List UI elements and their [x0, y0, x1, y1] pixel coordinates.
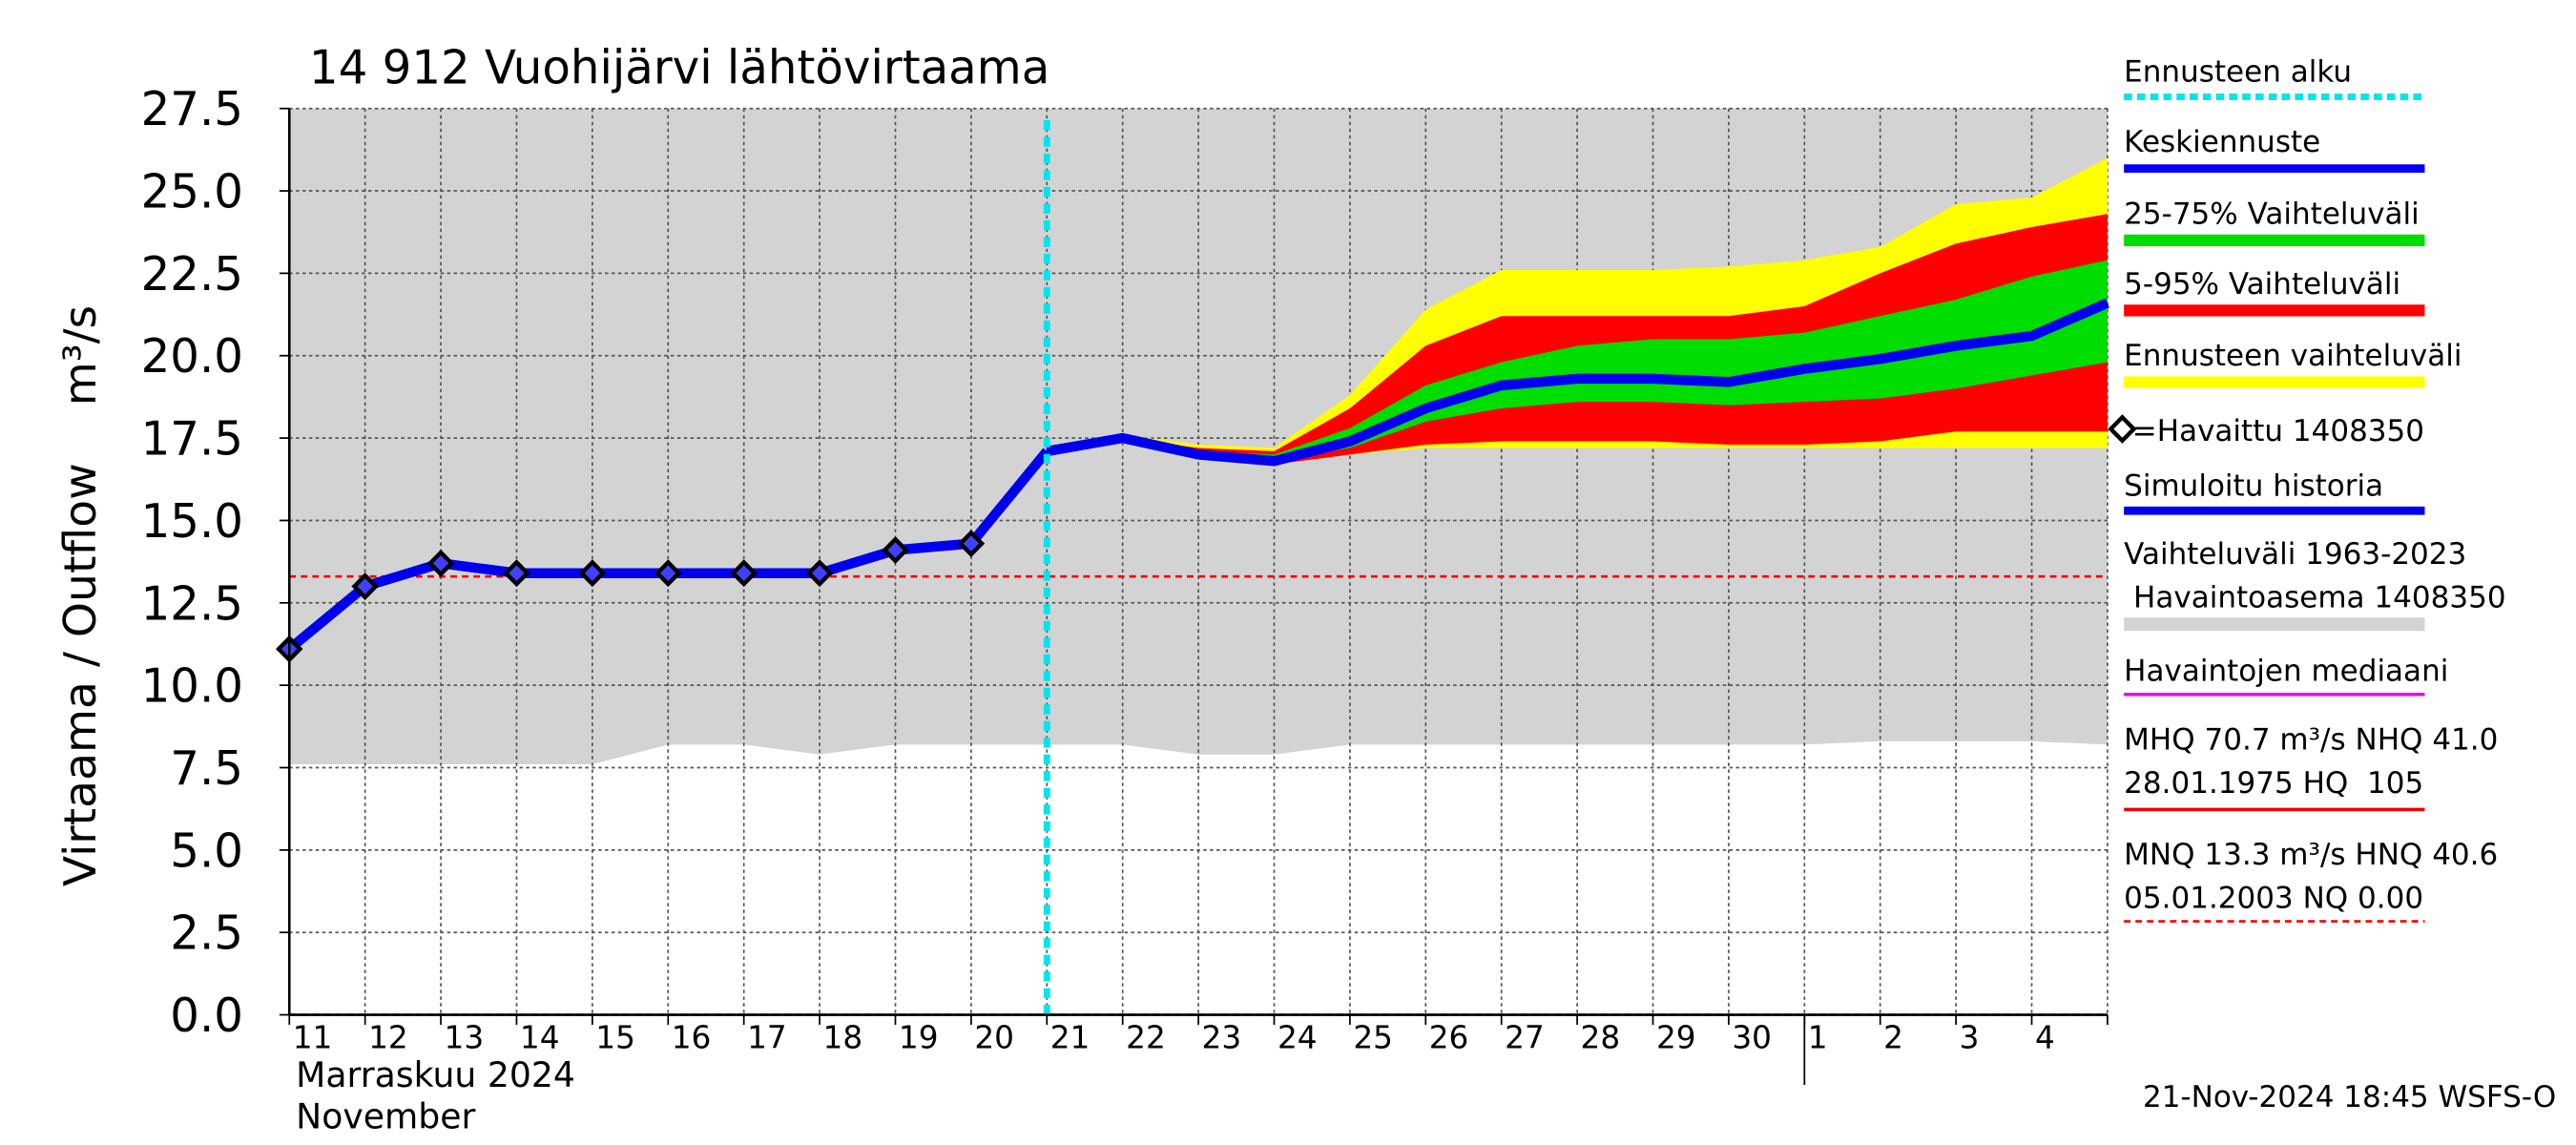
y-tick-label: 12.5 [141, 577, 243, 631]
x-tick-label: 14 [520, 1018, 560, 1055]
y-tick-label: 15.0 [141, 495, 243, 549]
observed-marker [730, 559, 758, 588]
x-tick-label: 23 [1202, 1018, 1242, 1055]
x-tick-label: 11 [293, 1018, 333, 1055]
x-tick-label: 21 [1050, 1018, 1091, 1055]
y-tick-label: 27.5 [141, 83, 243, 136]
x-tick-label: 3 [1960, 1018, 1980, 1055]
y-tick-label: 2.5 [170, 906, 243, 960]
x-tick-label: 25 [1353, 1018, 1393, 1055]
legend-label: 25-75% Vaihteluväli [2124, 197, 2420, 231]
x-tick-label: 13 [445, 1018, 485, 1055]
legend-label: Vaihteluväli 1963-2023 [2124, 537, 2466, 572]
x-tick-label: 30 [1732, 1018, 1772, 1055]
observed-marker [503, 559, 530, 588]
x-tick-label: 27 [1505, 1018, 1545, 1055]
line [1046, 298, 2109, 467]
observed-marker [805, 559, 834, 588]
x-tick-label: 15 [595, 1018, 635, 1055]
x-tick-label: 1 [1808, 1018, 1828, 1055]
x-tick-label: 20 [974, 1018, 1014, 1055]
legend-label: Ennusteen vaihteluväli [2124, 339, 2462, 373]
y-tick-label: 22.5 [141, 248, 243, 302]
legend-label: Havaintojen mediaani [2124, 654, 2448, 688]
x-tick-label: 29 [1656, 1018, 1696, 1055]
x-tick-label: 12 [368, 1018, 408, 1055]
legend-label: Simuloitu historia [2124, 468, 2383, 503]
x-tick-label: 2 [1883, 1018, 1903, 1055]
legend-label: 28.01.1975 HQ 105 [2124, 766, 2423, 801]
x-tick-label: 24 [1278, 1018, 1318, 1055]
legend-label: Havaintoasema 1408350 [2124, 581, 2505, 615]
y-tick-label: 10.0 [141, 659, 243, 713]
observed-marker [654, 559, 682, 588]
observed-marker [957, 530, 986, 558]
y-tick-label: 5.0 [170, 824, 243, 878]
observed-marker [578, 559, 607, 588]
y-tick-label: 17.5 [141, 412, 243, 466]
x-axis-label: November [296, 1095, 475, 1136]
footer: 21-Nov-2024 18:45 WSFS-O [2143, 1080, 2556, 1114]
chart-title: 14 912 Vuohijärvi lähtövirtaama [309, 41, 1049, 94]
legend-label: 05.01.2003 NQ 0.00 [2124, 881, 2423, 915]
observed-marker [351, 572, 379, 600]
x-tick-label: 28 [1581, 1018, 1621, 1055]
legend-label: =Havaittu 1408350 [2132, 414, 2424, 448]
x-tick-label: 26 [1429, 1018, 1469, 1055]
x-tick-label: 16 [672, 1018, 712, 1055]
legend-marker [2108, 414, 2137, 444]
x-tick-label: 19 [899, 1018, 939, 1055]
x-tick-label: 22 [1126, 1018, 1166, 1055]
legend-label: Keskiennuste [2124, 125, 2320, 159]
x-axis-label: Marraskuu 2024 [296, 1054, 575, 1095]
observed-marker [882, 536, 909, 565]
y-tick-label: 0.0 [170, 989, 243, 1043]
observed-marker [426, 549, 455, 577]
range-band [1047, 214, 2108, 465]
plot [276, 107, 2109, 1016]
y-tick-label: 20.0 [141, 330, 243, 384]
x-tick-label: 4 [2035, 1018, 2055, 1055]
legend-label: 5-95% Vaihteluväli [2124, 267, 2400, 302]
legend-label: MHQ 70.7 m³/s NHQ 41.0 [2124, 722, 2498, 757]
x-tick-label: 18 [823, 1018, 863, 1055]
x-tick-label: 17 [747, 1018, 787, 1055]
y-tick-label: 7.5 [170, 742, 243, 796]
legend-label: MNQ 13.3 m³/s HNQ 40.6 [2124, 838, 2498, 872]
y-axis-label: Virtaama / Outflow m³/s [54, 305, 107, 886]
range-band [1047, 260, 2108, 462]
y-tick-label: 25.0 [141, 165, 243, 219]
legend-label: Ennusteen alku [2124, 55, 2352, 90]
